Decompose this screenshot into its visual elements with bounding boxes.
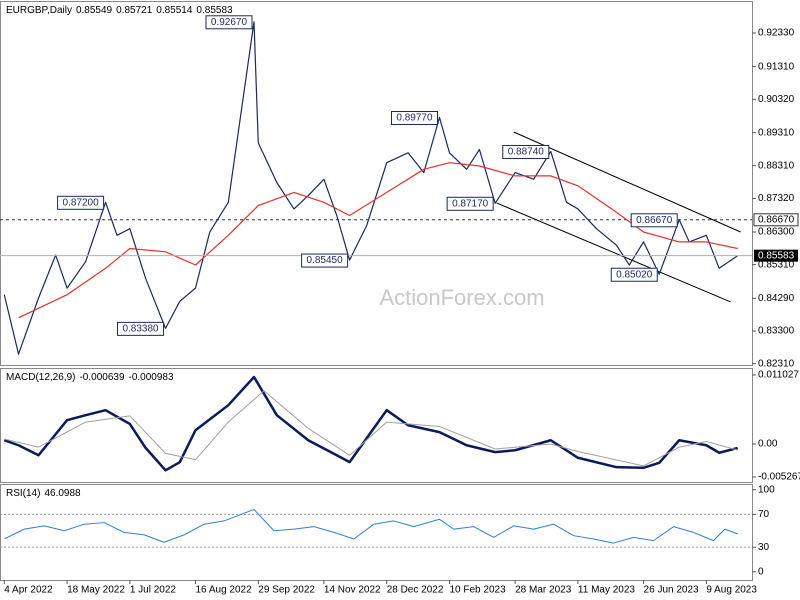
y-tick-label: 0 <box>758 566 764 577</box>
x-tick-label: 26 Jun 2023 <box>644 585 699 596</box>
y-tick-label: 0.88310 <box>758 160 795 171</box>
y-tick-label: -0.005267 <box>758 472 800 483</box>
y-tick-label: 0.011027 <box>758 370 799 381</box>
y-tick-label: 0.89310 <box>758 127 795 138</box>
annotation-box <box>205 15 253 30</box>
x-tick-label: 11 May 2023 <box>578 585 636 596</box>
level-label-box <box>753 213 799 227</box>
x-tick-label: 9 Aug 2023 <box>706 585 757 596</box>
pane-header: MACD(12,26,9) -0.000639 -0.000983 <box>6 372 174 383</box>
y-tick-label: 0.86300 <box>758 227 795 238</box>
y-tick-label: 0.91310 <box>758 61 795 72</box>
y-tick-label: 0.82310 <box>758 358 795 369</box>
x-tick-label: 4 Apr 2022 <box>4 585 53 596</box>
annotation-label: 0.85020 <box>616 269 653 280</box>
pane-frame <box>0 484 753 581</box>
y-tick-label: 0.90320 <box>758 94 795 105</box>
annotation-label: 0.92670 <box>211 17 248 28</box>
y-tick-label: 70 <box>758 509 770 520</box>
annotation-box <box>301 253 349 268</box>
annotation-label: 0.85450 <box>307 255 344 266</box>
pane-readout: -0.000983 <box>129 372 174 383</box>
annotation-label: 0.87170 <box>452 198 489 209</box>
y-tick-label: 0.00 <box>758 439 778 450</box>
annotation-box <box>610 267 658 282</box>
y-tick-label: 0.92330 <box>758 28 795 39</box>
series-line <box>4 508 738 544</box>
pane-readout: 0.85549 <box>76 5 113 16</box>
series-line <box>3 21 739 355</box>
annotation-label: 0.89770 <box>396 113 433 124</box>
x-tick-label: 16 Aug 2022 <box>195 585 252 596</box>
annotation-box <box>630 213 678 228</box>
y-tick-label: 0.85310 <box>758 259 795 270</box>
x-tick-label: 28 Mar 2023 <box>515 585 572 596</box>
level-label: 0.86670 <box>758 214 795 225</box>
x-tick-label: 1 Jul 2022 <box>130 585 177 596</box>
y-tick-label: 0.83300 <box>758 326 795 337</box>
pane-readout: 0.85583 <box>196 5 233 16</box>
pane-frame <box>0 1 753 366</box>
pane-header: RSI(14) 46.0988 <box>6 488 81 499</box>
last-price-box <box>754 249 798 262</box>
trend-line <box>513 131 741 233</box>
pane-title: RSI(14) <box>6 488 40 499</box>
y-tick-label: 100 <box>758 484 775 495</box>
y-tick-label: 0.84290 <box>758 293 795 304</box>
annotation-label: 0.88740 <box>508 147 545 158</box>
trend-line <box>496 202 731 303</box>
annotation-box <box>390 110 438 125</box>
x-tick-label: 10 Feb 2023 <box>449 585 506 596</box>
pane-readout: 46.0988 <box>44 488 81 499</box>
annotation-label: 0.86670 <box>636 215 673 226</box>
annotation-label: 0.83380 <box>122 324 159 335</box>
series-line <box>3 375 739 472</box>
pane-readout: -0.000639 <box>79 372 124 383</box>
annotation-box <box>446 196 494 211</box>
pane-frame <box>0 368 753 483</box>
pane-readout: 0.85721 <box>116 5 153 16</box>
annotation-box <box>57 195 105 210</box>
last-price-label: 0.85583 <box>758 250 795 261</box>
x-tick-label: 18 May 2022 <box>67 585 125 596</box>
x-tick-label: 28 Dec 2022 <box>387 585 444 596</box>
watermark: ActionForex.com <box>379 285 544 310</box>
annotation-box <box>117 321 165 336</box>
y-tick-label: 0.87320 <box>758 193 795 204</box>
x-tick-label: 29 Sep 2022 <box>258 585 315 596</box>
pane-title: MACD(12,26,9) <box>6 372 75 383</box>
series-line <box>4 390 738 467</box>
annotation-label: 0.87200 <box>63 197 100 208</box>
y-tick-label: 30 <box>758 542 770 553</box>
pane-title: EURGBP,Daily <box>6 5 72 16</box>
annotation-box <box>502 144 550 159</box>
pane-header: EURGBP,Daily 0.85549 0.85721 0.85514 0.85583 <box>6 5 233 16</box>
series-line <box>18 162 738 319</box>
pane-readout: 0.85514 <box>156 5 193 16</box>
x-tick-label: 14 Nov 2022 <box>324 585 381 596</box>
